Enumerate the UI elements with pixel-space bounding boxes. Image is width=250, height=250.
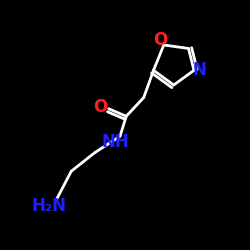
Text: O: O [93,98,107,116]
Text: NH: NH [102,133,130,151]
Text: O: O [154,32,168,50]
Text: N: N [192,61,206,79]
Text: H₂N: H₂N [31,197,66,215]
